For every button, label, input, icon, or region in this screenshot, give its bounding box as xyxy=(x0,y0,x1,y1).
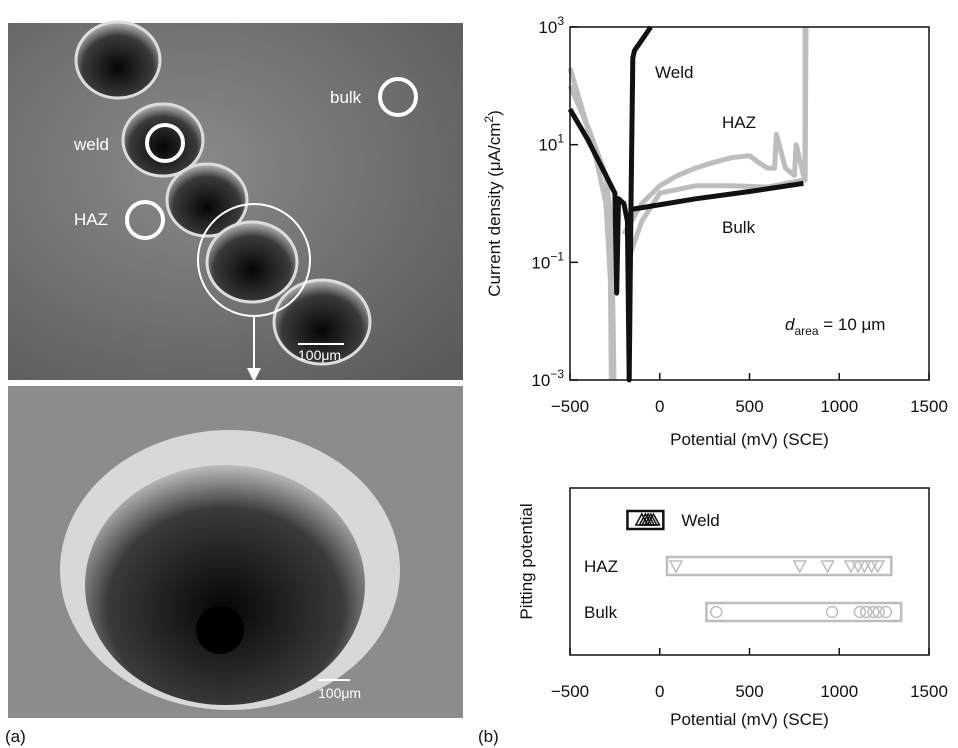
x-tick-label: −500 xyxy=(551,682,589,701)
marker xyxy=(843,560,859,574)
y-tick-label: 10−3 xyxy=(531,367,564,390)
x-axis-title: Potential (mV) (SCE) xyxy=(670,430,829,449)
scale-bar: 100μm xyxy=(298,347,341,363)
marker xyxy=(710,605,723,619)
curve xyxy=(567,25,804,383)
series-label: Bulk xyxy=(722,218,756,237)
x-tick-label: 1500 xyxy=(910,397,948,416)
micrograph-bottom: 100μm xyxy=(8,386,463,718)
marker xyxy=(872,605,885,619)
y-tick-label: 10−1 xyxy=(531,249,564,272)
range-box xyxy=(626,509,665,531)
scale-bar: 100μm xyxy=(318,685,361,701)
y-tick-label: 103 xyxy=(538,14,564,37)
category-label: Bulk xyxy=(584,603,618,622)
site-label: HAZ xyxy=(74,210,108,229)
marker xyxy=(853,605,867,619)
marker xyxy=(792,560,808,574)
marker xyxy=(859,605,873,619)
x-tick-label: 500 xyxy=(735,682,763,701)
plot-frame xyxy=(569,487,930,656)
range-box xyxy=(665,555,893,577)
annotation: darea = 10 μm xyxy=(785,315,885,338)
marker xyxy=(879,605,893,619)
marker xyxy=(820,560,835,574)
marker xyxy=(870,560,886,574)
y-tick-label: 101 xyxy=(538,132,564,155)
curve xyxy=(567,26,809,381)
panel-label: (a) xyxy=(5,727,26,746)
x-tick-label: 1000 xyxy=(820,682,858,701)
marker xyxy=(825,605,839,619)
x-tick-label: 1000 xyxy=(820,397,858,416)
y-axis-title: Pitting potential xyxy=(517,503,536,619)
marker xyxy=(867,605,880,619)
x-tick-label: 0 xyxy=(655,682,664,701)
category-label: Weld xyxy=(681,511,719,530)
marker xyxy=(646,512,661,526)
range-box xyxy=(705,601,903,623)
x-axis-title: Potential (mV) (SCE) xyxy=(670,710,829,729)
series-label: HAZ xyxy=(722,113,756,132)
x-tick-label: 0 xyxy=(655,397,664,416)
x-tick-label: −500 xyxy=(551,397,589,416)
x-tick-label: 1500 xyxy=(910,682,948,701)
y-axis-title: Current density (μA/cm2) xyxy=(482,110,504,297)
x-tick-label: 500 xyxy=(735,397,763,416)
site-label: weld xyxy=(73,135,109,154)
micrograph-top: bulk weld HAZ 100μm xyxy=(8,20,463,382)
category-label: HAZ xyxy=(584,557,618,576)
marker xyxy=(857,560,872,574)
panel-label: (b) xyxy=(478,727,499,746)
series-label: Weld xyxy=(655,63,693,82)
site-label: bulk xyxy=(330,88,362,107)
marker xyxy=(668,560,684,574)
